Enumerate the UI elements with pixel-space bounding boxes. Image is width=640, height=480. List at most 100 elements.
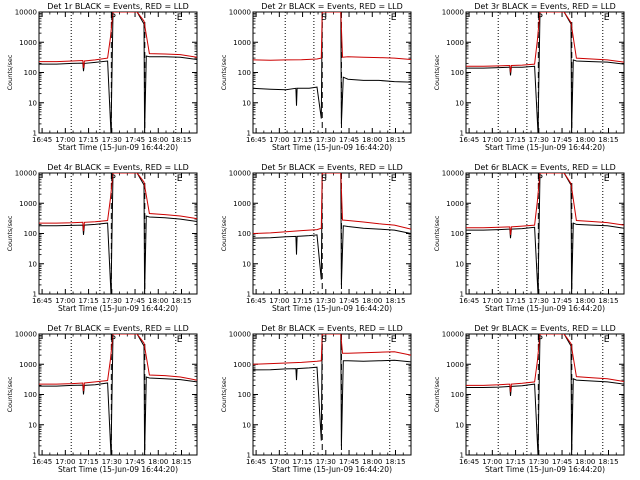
x-tick-label: 17:30	[529, 136, 549, 144]
series-line-lld	[253, 12, 411, 61]
panel-title: Det 6r BLACK = Events, RED = LLD	[474, 163, 616, 172]
detector-panel-3: Det 3r BLACK = Events, RED = LLD 1 10 100 10…	[433, 2, 625, 152]
annotation-letter: E	[604, 13, 610, 23]
panel-title: Det 1r BLACK = Events, RED = LLD	[47, 2, 189, 11]
y-tick-label: 10000	[442, 331, 464, 339]
y-tick-label: 1000	[19, 361, 37, 369]
y-tick-label: 1000	[233, 39, 251, 47]
panel-title: Det 5r BLACK = Events, RED = LLD	[261, 163, 403, 172]
x-axis-label: Start Time (15-Jun-09 16:44:20)	[485, 304, 605, 313]
x-tick-label: 16:45	[459, 136, 479, 144]
y-tick-label: 1	[33, 452, 37, 460]
y-tick-label: 100	[24, 230, 37, 238]
series-line-lld	[466, 334, 624, 393]
x-tick-label: 17:30	[102, 297, 122, 305]
y-tick-label: 1000	[19, 39, 37, 47]
x-tick-label: 18:00	[362, 136, 382, 144]
series-line-events	[39, 334, 197, 455]
x-tick-label: 18:00	[575, 136, 595, 144]
x-tick-label: 18:15	[171, 136, 191, 144]
y-tick-label: 10	[28, 421, 37, 429]
x-tick-label: 17:45	[552, 136, 572, 144]
annotation-letter: E	[177, 13, 183, 23]
x-axis-label: Start Time (15-Jun-09 16:44:20)	[58, 465, 178, 474]
x-tick-label: 18:15	[385, 458, 405, 466]
x-tick-label: 17:45	[339, 458, 359, 466]
y-tick-label: 1000	[233, 361, 251, 369]
y-tick-label: 100	[451, 230, 464, 238]
y-tick-label: 100	[451, 69, 464, 77]
y-axis-label: Counts/sec	[220, 376, 228, 412]
annotation-letter: E	[177, 174, 183, 184]
x-tick-label: 17:15	[505, 136, 525, 144]
series-line-events	[253, 12, 411, 124]
y-tick-label: 10000	[229, 331, 251, 339]
series-line-events	[39, 12, 197, 133]
series-line-lld	[39, 173, 197, 232]
detector-panel-6: Det 6r BLACK = Events, RED = LLD 1 10 100 10…	[433, 163, 625, 313]
y-tick-label: 10000	[442, 170, 464, 178]
series-line-events	[253, 334, 411, 446]
y-tick-label: 1	[33, 291, 37, 299]
x-tick-label: 17:30	[316, 297, 336, 305]
panel-title: Det 2r BLACK = Events, RED = LLD	[261, 2, 403, 11]
panel-title: Det 7r BLACK = Events, RED = LLD	[47, 324, 189, 333]
y-tick-label: 1000	[19, 200, 37, 208]
annotation-letter: E	[177, 335, 183, 345]
detector-panel-5: Det 5r BLACK = Events, RED = LLD 1 10 100 10…	[220, 163, 412, 313]
y-tick-label: 10000	[442, 9, 464, 17]
x-tick-label: 17:00	[269, 297, 289, 305]
x-tick-label: 16:45	[246, 297, 266, 305]
x-tick-label: 17:00	[482, 458, 502, 466]
y-tick-label: 1	[247, 452, 251, 460]
y-tick-label: 1	[460, 291, 464, 299]
panel-title: Det 9r BLACK = Events, RED = LLD	[474, 324, 616, 333]
x-tick-label: 17:30	[102, 136, 122, 144]
detector-panel-9: Det 9r BLACK = Events, RED = LLD 1 10 100 10…	[433, 324, 625, 474]
x-tick-label: 17:00	[482, 136, 502, 144]
y-tick-label: 10000	[15, 9, 37, 17]
plot-frame	[252, 11, 412, 134]
series-line-lld	[39, 12, 197, 69]
series-line-lld	[253, 173, 411, 234]
plot-frame	[465, 11, 625, 134]
x-tick-label: 17:30	[529, 458, 549, 466]
x-axis-label: Start Time (15-Jun-09 16:44:20)	[485, 465, 605, 474]
annotation-letter: E	[391, 335, 397, 345]
x-tick-label: 18:15	[598, 136, 618, 144]
x-tick-label: 18:00	[148, 136, 168, 144]
annotation-letter: S	[321, 335, 327, 345]
x-tick-label: 18:00	[148, 458, 168, 466]
x-axis-label: Start Time (15-Jun-09 16:44:20)	[272, 465, 392, 474]
x-tick-label: 17:00	[269, 458, 289, 466]
x-tick-label: 16:45	[32, 458, 52, 466]
x-tick-label: 17:00	[55, 297, 75, 305]
x-tick-label: 18:00	[575, 297, 595, 305]
series-line-events	[466, 334, 624, 455]
plot-frame	[38, 172, 198, 295]
x-tick-label: 17:15	[505, 297, 525, 305]
y-tick-label: 10	[455, 99, 464, 107]
series-line-lld	[253, 334, 411, 365]
series-line-events	[39, 173, 197, 294]
series-line-lld	[39, 334, 197, 392]
y-tick-label: 100	[238, 69, 251, 77]
y-tick-label: 1000	[233, 200, 251, 208]
x-tick-label: 17:00	[482, 297, 502, 305]
x-axis-label: Start Time (15-Jun-09 16:44:20)	[272, 143, 392, 152]
annotation-letter: E	[604, 335, 610, 345]
y-tick-label: 10	[242, 99, 251, 107]
series-line-lld	[466, 173, 624, 235]
annotation-letter: P	[537, 13, 543, 23]
panel-title: Det 4r BLACK = Events, RED = LLD	[47, 163, 189, 172]
panel-title: Det 8r BLACK = Events, RED = LLD	[261, 324, 403, 333]
x-tick-label: 17:45	[125, 297, 145, 305]
plot-frame	[38, 333, 198, 456]
x-tick-label: 16:45	[246, 458, 266, 466]
x-tick-label: 18:00	[148, 297, 168, 305]
x-tick-label: 17:15	[292, 297, 312, 305]
annotation-letter: E	[604, 174, 610, 184]
y-axis-label: Counts/sec	[433, 215, 441, 251]
y-axis-label: Counts/sec	[433, 54, 441, 90]
